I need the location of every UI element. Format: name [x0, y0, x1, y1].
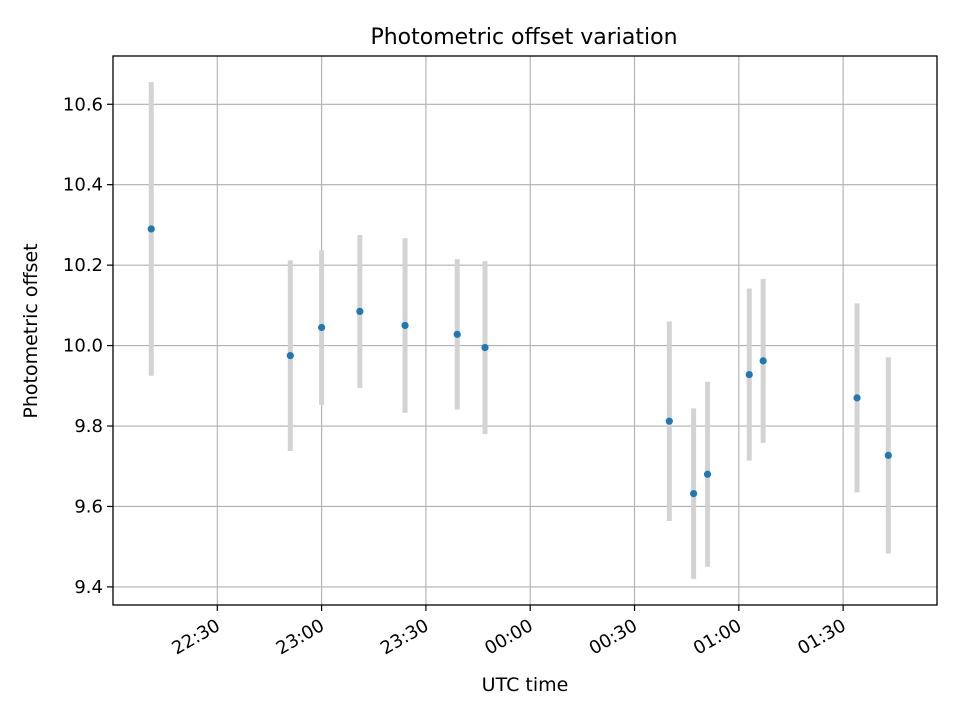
- y-tick-label: 10.2: [63, 255, 103, 276]
- data-point: [401, 321, 409, 330]
- data-point: [690, 489, 698, 498]
- data-point: [665, 417, 673, 425]
- y-tick-label: 10.0: [63, 336, 103, 357]
- y-tick-label: 9.4: [74, 577, 103, 598]
- data-point: [453, 330, 461, 338]
- data-point: [147, 225, 155, 233]
- data-point: [853, 394, 861, 402]
- y-tick-label: 9.8: [74, 416, 103, 437]
- y-tick-label: 10.6: [63, 94, 103, 115]
- y-tick-label: 9.6: [74, 496, 103, 517]
- y-axis-label: Photometric offset: [20, 243, 42, 418]
- x-axis-label: UTC time: [482, 674, 569, 696]
- plot-frame: [112, 55, 938, 606]
- y-axis: 9.4 9.6 9.8 10.0 10.2 10.4 10.6: [63, 94, 113, 598]
- data-points: [147, 225, 892, 498]
- data-point: [703, 470, 712, 478]
- data-point: [745, 370, 753, 379]
- chart-title: Photometric offset variation: [370, 25, 677, 50]
- data-point: [318, 323, 326, 332]
- grid: [113, 56, 937, 605]
- data-point: [759, 357, 767, 365]
- y-tick-label: 10.4: [63, 175, 103, 196]
- data-point: [884, 451, 892, 459]
- data-point: [481, 343, 489, 352]
- data-point: [356, 307, 364, 315]
- data-point: [286, 352, 294, 360]
